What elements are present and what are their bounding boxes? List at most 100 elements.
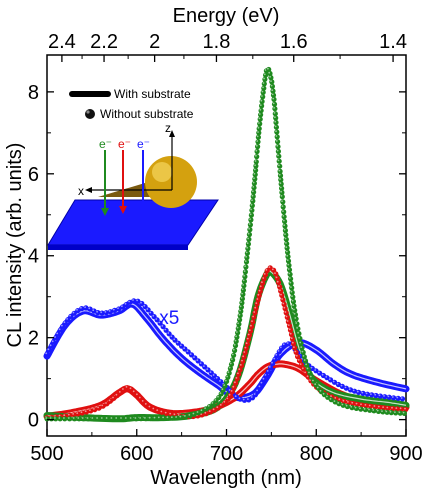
series-5-point-shine	[283, 228, 286, 231]
series-5-point	[302, 358, 309, 364]
series-3-point-shine	[378, 394, 381, 397]
series-5-point	[62, 416, 68, 422]
series-4-point	[288, 331, 295, 338]
series-5-point-shine	[231, 353, 234, 356]
energy-tick-label-1.6: 1.6	[280, 31, 308, 53]
series-5-point-shine	[281, 205, 284, 208]
series-3-point-shine	[242, 398, 245, 401]
energy-tick-label-2.4: 2.4	[48, 31, 76, 53]
series-5-point-shine	[267, 67, 269, 70]
series-5-point-shine	[255, 144, 258, 147]
series-3-point-shine	[121, 305, 123, 308]
series-5-point-shine	[234, 339, 237, 342]
series-5-point-shine	[196, 411, 199, 413]
series-5-point-shine	[376, 409, 379, 412]
series-3-point-shine	[49, 344, 52, 347]
series-5-point	[272, 106, 278, 112]
series-3-point-shine	[183, 347, 186, 350]
x-tick-label-600: 600	[120, 443, 153, 465]
series-5-point-shine	[276, 149, 279, 152]
series-4-point-shine	[338, 398, 341, 401]
series-5-point-shine	[129, 417, 132, 419]
series-3-point-shine	[76, 308, 78, 311]
series-5-point-shine	[139, 417, 142, 419]
series-5-point-shine	[268, 71, 271, 74]
series-5-point-shine	[249, 213, 252, 216]
series-4-point-shine	[274, 272, 276, 274]
series-4-point-shine	[386, 406, 389, 409]
series-5-point-shine	[280, 190, 282, 193]
series-5-point-shine	[239, 305, 242, 308]
series-5-point-shine	[257, 131, 259, 133]
series-5-point-shine	[63, 417, 65, 419]
series-4-point	[249, 323, 255, 330]
series-4-point-shine	[286, 320, 289, 322]
series-5-point-shine	[251, 199, 253, 202]
series-3-point-shine	[391, 396, 394, 398]
series-4-point-shine	[115, 393, 118, 396]
series-5-point-shine	[290, 290, 293, 293]
series-5-point-shine	[290, 286, 292, 288]
series-5-point-shine	[398, 411, 401, 414]
series-3-point-shine	[149, 311, 152, 314]
series-3-point-shine	[344, 386, 347, 389]
y-tick-label-4: 4	[28, 246, 39, 268]
series-5-point-shine	[86, 417, 89, 419]
series-5-point-shine	[293, 312, 296, 315]
series-5-point	[293, 316, 299, 322]
series-5-point	[95, 416, 101, 422]
series-5-point-shine	[282, 210, 284, 213]
series-5-point-shine	[287, 268, 290, 270]
series-5-point	[362, 407, 368, 413]
series-5-point-shine	[262, 82, 265, 84]
series-3-point-shine	[325, 376, 328, 378]
series-5-point-shine	[192, 412, 195, 415]
series-5-point-shine	[261, 95, 263, 97]
series-5-point	[289, 289, 295, 296]
series-3-point-shine	[173, 338, 176, 341]
series-5-point	[287, 271, 293, 277]
series-3-point-shine	[69, 314, 71, 317]
series-5-point-shine	[285, 242, 287, 244]
series-4-point-shine	[377, 405, 380, 408]
series-5-point	[283, 236, 289, 242]
series-5-point-shine	[258, 122, 260, 124]
series-5-point-shine	[253, 172, 256, 175]
series-3-point-shine	[348, 388, 351, 390]
series-3-point-shine	[155, 318, 158, 320]
series-5-point	[259, 103, 265, 109]
series-4-point-shine	[342, 399, 345, 402]
series-5-point	[183, 414, 189, 420]
x-axis-title: Wavelength (nm)	[150, 467, 302, 489]
series-5-point-shine	[153, 416, 156, 419]
series-5-point-shine	[308, 371, 310, 374]
series-5-point	[80, 416, 87, 422]
series-5-point-shine	[278, 173, 281, 176]
series-5-point-shine	[368, 408, 370, 411]
series-5-point-shine	[279, 186, 282, 189]
inset-z-label: z	[165, 121, 171, 135]
series-5-point-shine	[124, 417, 127, 419]
series-4-point-shine	[160, 410, 163, 413]
series-5-point-shine	[252, 186, 255, 188]
series-3-point-shine	[365, 392, 368, 395]
series-5-point	[143, 416, 149, 422]
series-3-point	[391, 395, 397, 401]
electron-beam-red-arrow	[119, 206, 127, 214]
series-3-point-shine	[179, 344, 182, 347]
series-3-point-shine	[328, 378, 331, 380]
series-3-point-shine	[61, 324, 63, 327]
legend: With substrate Without substrate	[69, 87, 194, 121]
series-5-point	[251, 185, 257, 191]
series-5-point-shine	[261, 90, 264, 93]
series-4-point	[244, 341, 250, 347]
series-5-point-shine	[242, 284, 245, 286]
y-axis-title: CL intensity (arb. units)	[4, 143, 26, 348]
series-3-point-shine	[193, 356, 195, 358]
series-5-point-shine	[301, 350, 304, 353]
series-5-point-shine	[272, 102, 275, 105]
series-5-point	[251, 189, 257, 195]
series-4-point-shine	[334, 397, 337, 399]
series-5-point-shine	[148, 416, 151, 419]
